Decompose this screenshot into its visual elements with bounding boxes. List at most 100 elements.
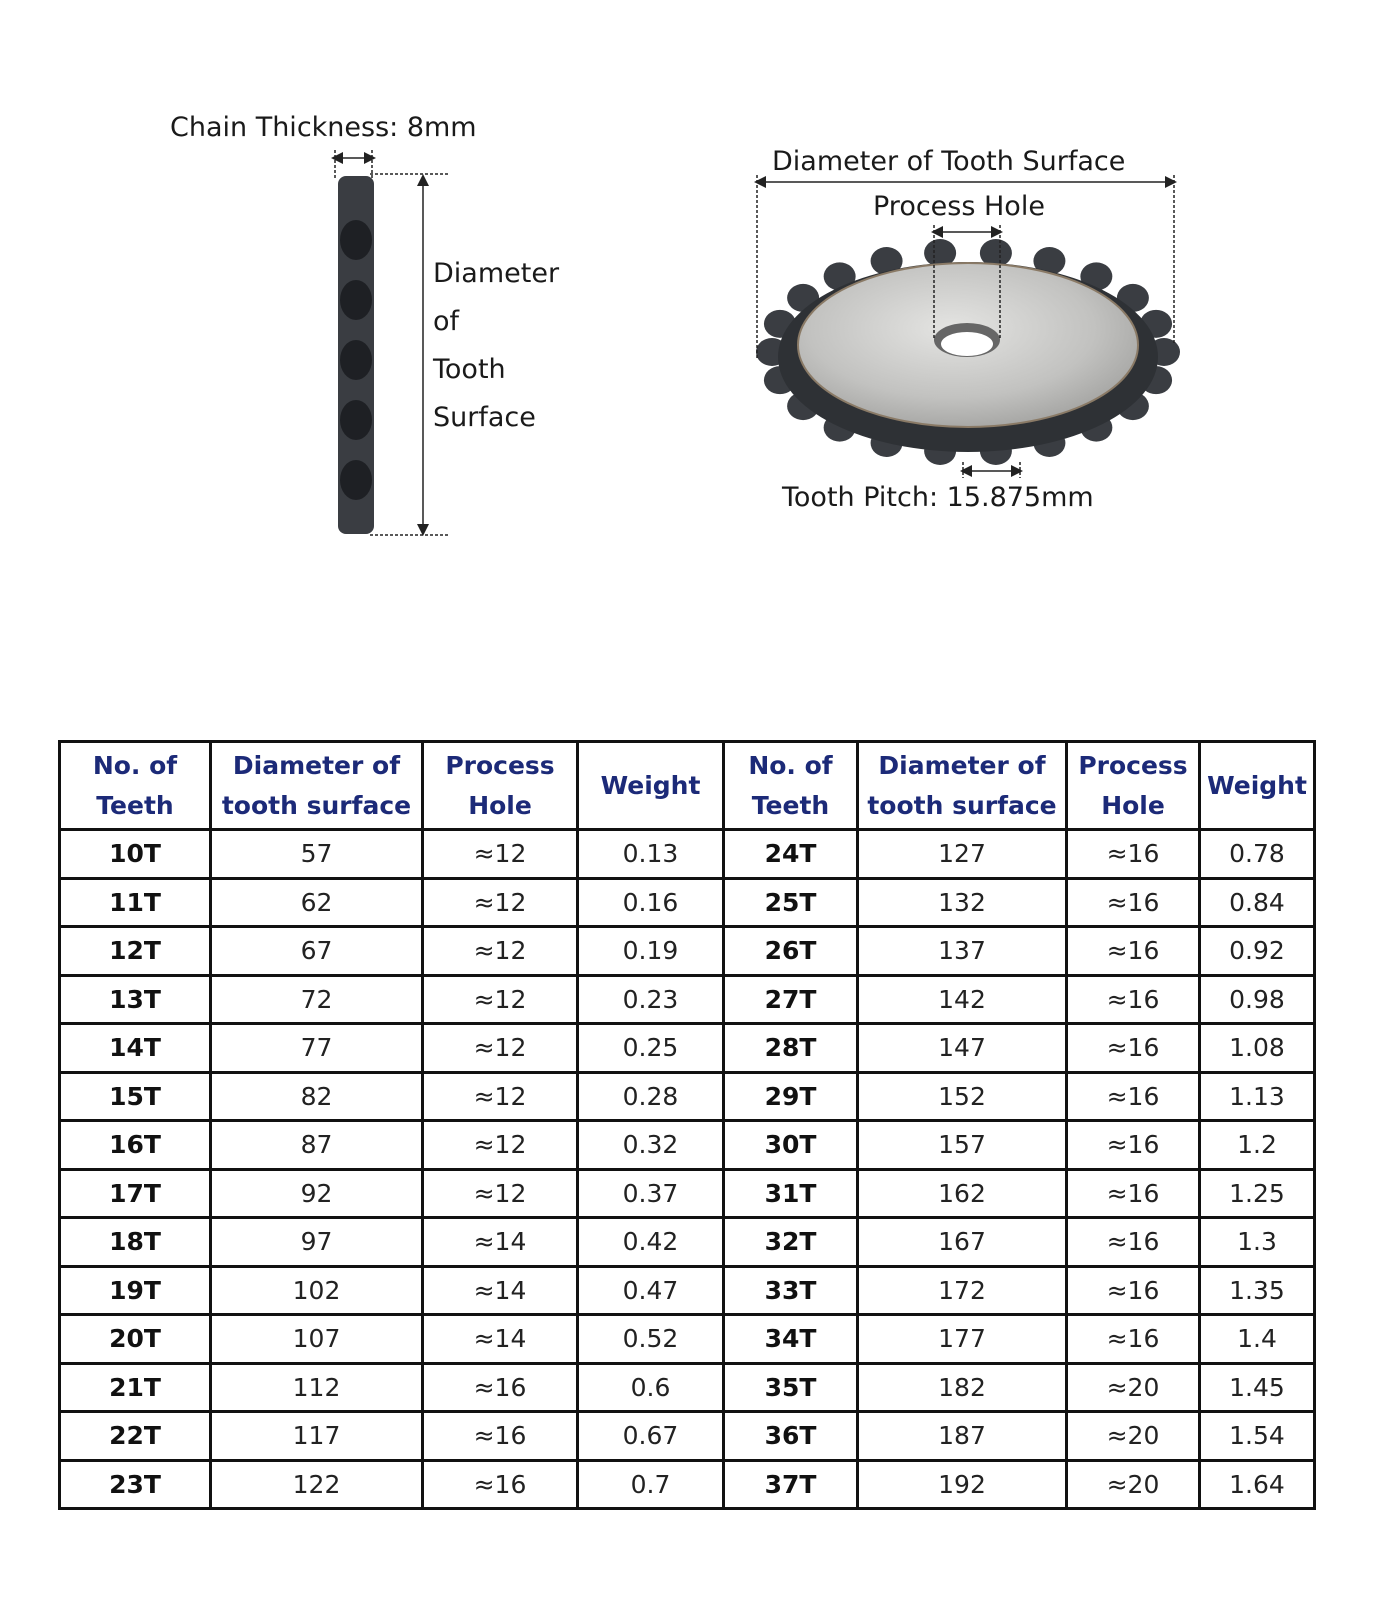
tooth-surface-diameter-cell: 82: [209, 1070, 424, 1122]
process-hole-cell: ≈16: [1065, 1167, 1201, 1219]
process-hole-cell: ≈20: [1065, 1361, 1201, 1413]
process-hole-cell: ≈16: [1065, 973, 1201, 1025]
process-hole-cell: ≈16: [1065, 828, 1201, 880]
weight-cell: 0.52: [576, 1313, 725, 1365]
process-hole-label: Process Hole: [873, 191, 1045, 222]
sprocket-tooth: [823, 262, 856, 291]
process-hole-cell: ≈16: [1065, 1070, 1201, 1122]
process-hole-cell: ≈16: [1065, 925, 1201, 977]
diameter-label-line: Diameter: [433, 258, 560, 289]
teeth-count-cell: 18T: [58, 1216, 212, 1268]
weight-cell: 0.23: [576, 973, 725, 1025]
process-hole-cell: ≈12: [421, 876, 579, 928]
front-dimension-lines: [754, 175, 1177, 478]
chain-thickness-label: Chain Thickness: 8mm: [170, 112, 477, 143]
column-header-line: Diameter of: [878, 750, 1046, 780]
column-header-line: Hole: [1101, 790, 1165, 820]
teeth-count-cell: 30T: [722, 1119, 859, 1171]
weight-cell: 1.45: [1198, 1361, 1316, 1413]
column-header: No. of Teeth: [58, 740, 212, 831]
process-hole-cell: ≈12: [421, 973, 579, 1025]
tooth-surface-diameter-cell: 152: [856, 1070, 1068, 1122]
teeth-count-cell: 34T: [722, 1313, 859, 1365]
tooth-surface-diameter-cell: 162: [856, 1167, 1068, 1219]
sprocket-spec-table: No. of Teeth Diameter of tooth surface Proce…: [58, 740, 1316, 1510]
weight-cell: 0.16: [576, 876, 725, 928]
table-row: 13T 72 ≈12 0.23 27T 142 ≈16 0.98: [58, 973, 1316, 1025]
tooth-surface-diameter-cell: 137: [856, 925, 1068, 977]
tooth-surface-diameter-cell: 77: [209, 1022, 424, 1074]
weight-cell: 1.4: [1198, 1313, 1316, 1365]
process-hole-cell: ≈16: [421, 1458, 579, 1510]
teeth-count-cell: 17T: [58, 1167, 212, 1219]
teeth-count-cell: 15T: [58, 1070, 212, 1122]
column-header: Diameter of tooth surface: [856, 740, 1068, 831]
tooth-pitch-label: Tooth Pitch: 15.875mm: [782, 482, 1094, 513]
teeth-count-cell: 22T: [58, 1410, 212, 1462]
table-row: 12T 67 ≈12 0.19 26T 137 ≈16 0.92: [58, 925, 1316, 977]
tooth-surface-diameter-cell: 57: [209, 828, 424, 880]
process-hole-cell: ≈12: [421, 1022, 579, 1074]
process-hole-cell: ≈14: [421, 1264, 579, 1316]
column-header-line: tooth surface: [221, 790, 412, 820]
process-hole-cell: ≈14: [421, 1216, 579, 1268]
teeth-count-cell: 25T: [722, 876, 859, 928]
sprocket-diagrams: [331, 150, 1180, 536]
weight-cell: 0.13: [576, 828, 725, 880]
column-header-line: Weight: [1207, 770, 1307, 800]
process-hole-cell: ≈12: [421, 925, 579, 977]
teeth-count-cell: 23T: [58, 1458, 212, 1510]
teeth-count-cell: 29T: [722, 1070, 859, 1122]
tooth-surface-diameter-cell: 92: [209, 1167, 424, 1219]
tooth-surface-diameter-cell: 107: [209, 1313, 424, 1365]
column-header-line: Process: [445, 750, 555, 780]
table-row: 14T 77 ≈12 0.25 28T 147 ≈16 1.08: [58, 1022, 1316, 1074]
tooth-surface-diameter-cell: 112: [209, 1361, 424, 1413]
weight-cell: 1.3: [1198, 1216, 1316, 1268]
weight-cell: 0.84: [1198, 876, 1316, 928]
process-hole-cell: ≈16: [1065, 1264, 1201, 1316]
sprocket-tooth: [1033, 247, 1066, 276]
sprocket-tooth: [979, 239, 1012, 268]
teeth-count-cell: 26T: [722, 925, 859, 977]
process-hole-cell: ≈16: [1065, 1119, 1201, 1171]
weight-cell: 0.42: [576, 1216, 725, 1268]
table-row: 17T 92 ≈12 0.37 31T 162 ≈16 1.25: [58, 1167, 1316, 1219]
tooth-surface-diameter-cell: 62: [209, 876, 424, 928]
teeth-count-cell: 12T: [58, 925, 212, 977]
table-row: 16T 87 ≈12 0.32 30T 157 ≈16 1.2: [58, 1119, 1316, 1171]
tooth-surface-diameter-cell: 157: [856, 1119, 1068, 1171]
teeth-count-cell: 11T: [58, 876, 212, 928]
table-header-row: No. of Teeth Diameter of tooth surface Proce…: [58, 740, 1316, 831]
column-header: Diameter of tooth surface: [209, 740, 424, 831]
column-header: Process Hole: [1065, 740, 1201, 831]
process-hole-cell: ≈12: [421, 828, 579, 880]
tooth-surface-diameter-cell: 167: [856, 1216, 1068, 1268]
column-header-line: Diameter of: [232, 750, 401, 780]
teeth-count-cell: 24T: [722, 828, 859, 880]
tooth-surface-diameter-cell: 127: [856, 828, 1068, 880]
weight-cell: 1.2: [1198, 1119, 1316, 1171]
column-header: Weight: [576, 740, 725, 831]
sprocket-side-view: [338, 176, 374, 534]
column-header: Process Hole: [421, 740, 579, 831]
teeth-count-cell: 35T: [722, 1361, 859, 1413]
sprocket-tooth: [870, 247, 903, 276]
process-hole-cell: ≈20: [1065, 1410, 1201, 1462]
column-header-line: Weight: [600, 770, 701, 800]
sprocket-tooth: [1080, 262, 1113, 291]
weight-cell: 1.13: [1198, 1070, 1316, 1122]
teeth-count-cell: 21T: [58, 1361, 212, 1413]
column-header-line: Process: [1078, 750, 1188, 780]
tooth-surface-diameter-cell: 122: [209, 1458, 424, 1510]
tooth-surface-diameter-cell: 172: [856, 1264, 1068, 1316]
weight-cell: 0.37: [576, 1167, 725, 1219]
column-header: No. of Teeth: [722, 740, 859, 831]
process-hole-cell: ≈14: [421, 1313, 579, 1365]
tooth-surface-diameter-cell: 117: [209, 1410, 424, 1462]
weight-cell: 1.08: [1198, 1022, 1316, 1074]
weight-cell: 0.19: [576, 925, 725, 977]
table-row: 21T 112 ≈16 0.6 35T 182 ≈20 1.45: [58, 1361, 1316, 1413]
tooth-surface-diameter-cell: 187: [856, 1410, 1068, 1462]
tooth-surface-diameter-cell: 182: [856, 1361, 1068, 1413]
